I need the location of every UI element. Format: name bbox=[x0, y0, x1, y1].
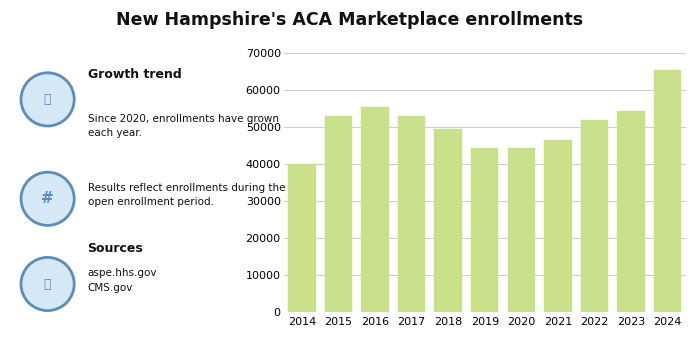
Text: 📄: 📄 bbox=[44, 278, 51, 290]
Bar bbox=[361, 107, 388, 312]
Text: Since 2020, enrollments have grown
each year.: Since 2020, enrollments have grown each … bbox=[88, 114, 279, 138]
Text: 👥: 👥 bbox=[44, 93, 51, 106]
Bar bbox=[398, 116, 426, 312]
Text: Growth trend: Growth trend bbox=[88, 68, 181, 81]
Text: #: # bbox=[41, 191, 54, 206]
Bar bbox=[471, 148, 498, 312]
Bar bbox=[288, 164, 316, 312]
Bar bbox=[581, 120, 608, 312]
Bar bbox=[654, 70, 681, 312]
Bar bbox=[544, 140, 572, 312]
Bar bbox=[325, 116, 352, 312]
Bar bbox=[435, 129, 462, 312]
Text: Sources: Sources bbox=[88, 242, 144, 255]
Text: New Hampshire's ACA Marketplace enrollments: New Hampshire's ACA Marketplace enrollme… bbox=[116, 11, 584, 29]
Bar bbox=[508, 148, 535, 312]
Text: aspe.hhs.gov
CMS.gov: aspe.hhs.gov CMS.gov bbox=[88, 268, 157, 293]
Text: Results reflect enrollments during the
open enrollment period.: Results reflect enrollments during the o… bbox=[88, 183, 285, 207]
Bar bbox=[617, 111, 645, 312]
Text: health
insurance
.org™: health insurance .org™ bbox=[10, 310, 64, 343]
